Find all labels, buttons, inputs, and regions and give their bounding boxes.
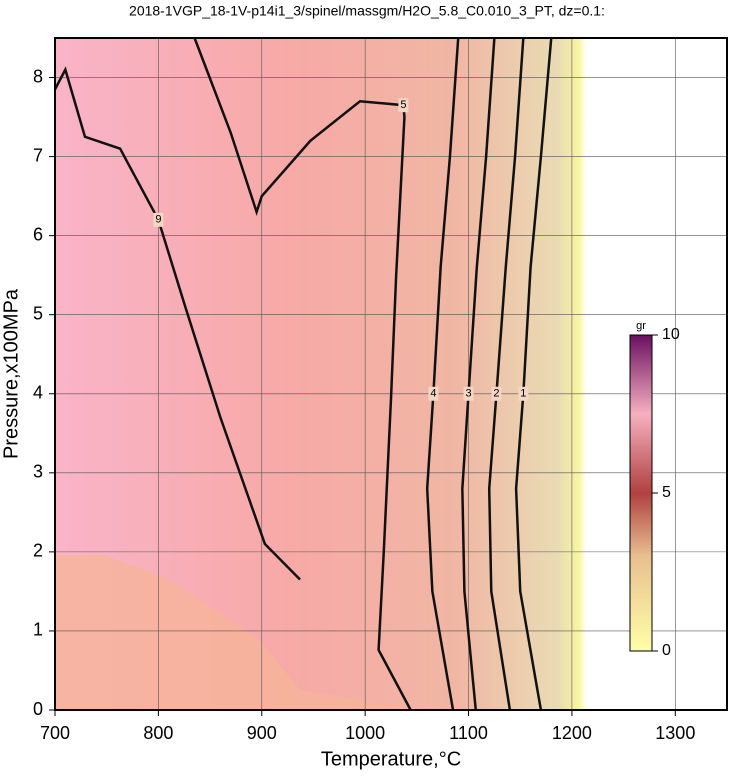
contour-label-bg bbox=[428, 386, 439, 401]
y-tick-label: 8 bbox=[33, 66, 43, 86]
contour-label-bg bbox=[398, 98, 409, 113]
x-tick-label: 1100 bbox=[449, 723, 488, 743]
contour-label: 9 bbox=[155, 214, 161, 226]
contour-label: 2 bbox=[493, 388, 499, 400]
colorbar-tick-label: 0 bbox=[662, 642, 671, 659]
contour-label: 4 bbox=[430, 388, 436, 400]
contour-label-bg bbox=[153, 212, 164, 227]
colorbar bbox=[629, 334, 653, 652]
contour-label-bg bbox=[518, 386, 529, 401]
plot-frame bbox=[54, 37, 728, 711]
x-tick-label: 1200 bbox=[552, 723, 592, 743]
contour-label: 5 bbox=[400, 99, 406, 111]
y-tick-label: 7 bbox=[33, 145, 43, 165]
field-region bbox=[55, 555, 420, 710]
y-tick-label: 0 bbox=[33, 699, 43, 719]
y-tick-label: 3 bbox=[33, 462, 43, 482]
x-tick-label: 700 bbox=[40, 723, 70, 743]
contour-label-bg bbox=[463, 386, 474, 401]
colorbar-tick-label: 10 bbox=[662, 326, 680, 343]
x-tick-label: 800 bbox=[143, 723, 173, 743]
y-tick-label: 6 bbox=[33, 224, 43, 244]
contour-label: 3 bbox=[465, 388, 471, 400]
y-tick-label: 2 bbox=[33, 541, 43, 561]
colorbar-tick-label: 5 bbox=[662, 484, 671, 501]
colorbar-label: gr bbox=[636, 320, 646, 332]
contour-label: 1 bbox=[520, 388, 526, 400]
contour-label-bg bbox=[491, 386, 502, 401]
y-tick-label: 5 bbox=[33, 303, 43, 323]
chart-title: 2018-1VGP_18-1V-p14i1_3/spinel/massgm/H2… bbox=[129, 3, 605, 19]
x-tick-label: 1300 bbox=[655, 723, 695, 743]
x-axis-label: Temperature,°C bbox=[321, 748, 461, 770]
x-tick-label: 900 bbox=[247, 723, 277, 743]
y-tick-label: 4 bbox=[33, 383, 43, 403]
x-tick-label: 1000 bbox=[345, 723, 385, 743]
y-tick-label: 1 bbox=[33, 620, 43, 640]
y-axis-label: Pressure,x100MPa bbox=[0, 288, 22, 459]
